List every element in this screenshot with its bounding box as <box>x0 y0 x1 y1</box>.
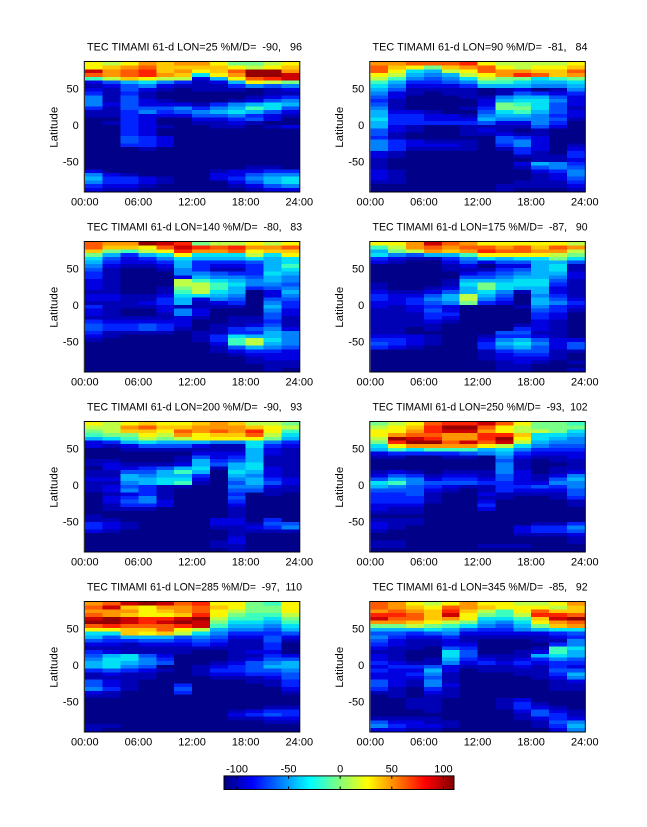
svg-text:06:00: 06:00 <box>125 737 153 749</box>
svg-text:100: 100 <box>434 763 452 775</box>
svg-text:18:00: 18:00 <box>232 197 260 209</box>
svg-text:06:00: 06:00 <box>125 377 153 389</box>
svg-text:12:00: 12:00 <box>464 737 492 749</box>
svg-text:00:00: 00:00 <box>71 197 99 209</box>
svg-text:24:00: 24:00 <box>571 377 599 389</box>
svg-text:0: 0 <box>358 120 364 132</box>
svg-text:12:00: 12:00 <box>464 557 492 569</box>
svg-text:24:00: 24:00 <box>571 197 599 209</box>
svg-text:00:00: 00:00 <box>357 557 385 569</box>
svg-text:TEC TIMAMI 61-d LON=25 %M/D=: TEC TIMAMI 61-d LON=25 %M/D= -90, 96 <box>87 42 302 54</box>
svg-text:18:00: 18:00 <box>232 377 260 389</box>
svg-text:50: 50 <box>352 264 364 276</box>
svg-text:Latitude: Latitude <box>48 287 60 328</box>
svg-text:Latitude: Latitude <box>48 107 60 148</box>
svg-text:Latitude: Latitude <box>48 647 60 688</box>
svg-text:06:00: 06:00 <box>410 377 438 389</box>
svg-text:0: 0 <box>358 300 364 312</box>
svg-text:00:00: 00:00 <box>71 737 99 749</box>
svg-text:50: 50 <box>386 763 398 775</box>
svg-text:TEC TIMAMI 61-d LON=90 %M/D=: TEC TIMAMI 61-d LON=90 %M/D= -81, 84 <box>373 42 588 54</box>
svg-text:Latitude: Latitude <box>334 647 346 688</box>
svg-text:18:00: 18:00 <box>517 197 545 209</box>
svg-text:Latitude: Latitude <box>48 467 60 508</box>
svg-text:Latitude: Latitude <box>334 107 346 148</box>
svg-text:-50: -50 <box>63 696 79 708</box>
svg-text:06:00: 06:00 <box>410 557 438 569</box>
svg-text:Latitude: Latitude <box>334 467 346 508</box>
svg-text:Latitude: Latitude <box>334 287 346 328</box>
svg-text:-50: -50 <box>63 156 79 168</box>
svg-text:24:00: 24:00 <box>286 557 314 569</box>
svg-text:18:00: 18:00 <box>517 737 545 749</box>
svg-text:00:00: 00:00 <box>357 737 385 749</box>
svg-text:TEC TIMAMI 61-d LON=175 %M/D=: TEC TIMAMI 61-d LON=175 %M/D= -87, 90 <box>373 222 588 234</box>
svg-text:18:00: 18:00 <box>517 557 545 569</box>
svg-text:12:00: 12:00 <box>464 197 492 209</box>
svg-text:-50: -50 <box>281 763 297 775</box>
svg-text:12:00: 12:00 <box>178 737 206 749</box>
svg-text:50: 50 <box>352 84 364 96</box>
svg-text:TEC TIMAMI 61-d LON=285 %M/D=: TEC TIMAMI 61-d LON=285 %M/D= -97, 110 <box>87 582 302 594</box>
svg-text:50: 50 <box>67 264 79 276</box>
svg-text:0: 0 <box>337 763 343 775</box>
svg-text:TEC TIMAMI 61-d LON=140 %M/D=: TEC TIMAMI 61-d LON=140 %M/D= -80, 83 <box>87 222 302 234</box>
svg-text:0: 0 <box>73 300 79 312</box>
svg-text:0: 0 <box>358 480 364 492</box>
svg-text:24:00: 24:00 <box>286 197 314 209</box>
svg-text:24:00: 24:00 <box>286 377 314 389</box>
svg-text:0: 0 <box>358 660 364 672</box>
svg-text:-50: -50 <box>63 336 79 348</box>
svg-text:TEC TIMAMI 61-d LON=345 %M/D=: TEC TIMAMI 61-d LON=345 %M/D= -85, 92 <box>373 582 588 594</box>
svg-text:50: 50 <box>352 444 364 456</box>
svg-text:12:00: 12:00 <box>464 377 492 389</box>
svg-text:-50: -50 <box>348 516 364 528</box>
svg-text:-50: -50 <box>348 336 364 348</box>
svg-text:-50: -50 <box>348 156 364 168</box>
svg-text:00:00: 00:00 <box>357 377 385 389</box>
svg-text:50: 50 <box>67 84 79 96</box>
svg-text:00:00: 00:00 <box>71 557 99 569</box>
svg-text:0: 0 <box>73 120 79 132</box>
svg-text:06:00: 06:00 <box>410 197 438 209</box>
svg-text:-100: -100 <box>226 763 248 775</box>
svg-text:0: 0 <box>73 480 79 492</box>
svg-text:-50: -50 <box>63 516 79 528</box>
svg-text:24:00: 24:00 <box>571 737 599 749</box>
svg-text:50: 50 <box>352 624 364 636</box>
svg-text:12:00: 12:00 <box>178 377 206 389</box>
svg-text:18:00: 18:00 <box>232 737 260 749</box>
svg-text:06:00: 06:00 <box>125 197 153 209</box>
svg-text:12:00: 12:00 <box>178 557 206 569</box>
svg-text:12:00: 12:00 <box>178 197 206 209</box>
svg-text:50: 50 <box>67 444 79 456</box>
svg-text:06:00: 06:00 <box>410 737 438 749</box>
svg-text:00:00: 00:00 <box>71 377 99 389</box>
svg-text:18:00: 18:00 <box>232 557 260 569</box>
svg-text:50: 50 <box>67 624 79 636</box>
svg-text:00:00: 00:00 <box>357 197 385 209</box>
svg-text:TEC TIMAMI 61-d LON=200 %M/D=: TEC TIMAMI 61-d LON=200 %M/D= -90, 93 <box>87 402 302 414</box>
svg-text:24:00: 24:00 <box>571 557 599 569</box>
svg-text:0: 0 <box>73 660 79 672</box>
svg-text:-50: -50 <box>348 696 364 708</box>
svg-text:TEC TIMAMI 61-d LON=250 %M/D=: TEC TIMAMI 61-d LON=250 %M/D= -93, 102 <box>373 402 588 414</box>
svg-text:24:00: 24:00 <box>286 737 314 749</box>
svg-text:06:00: 06:00 <box>125 557 153 569</box>
svg-text:18:00: 18:00 <box>517 377 545 389</box>
